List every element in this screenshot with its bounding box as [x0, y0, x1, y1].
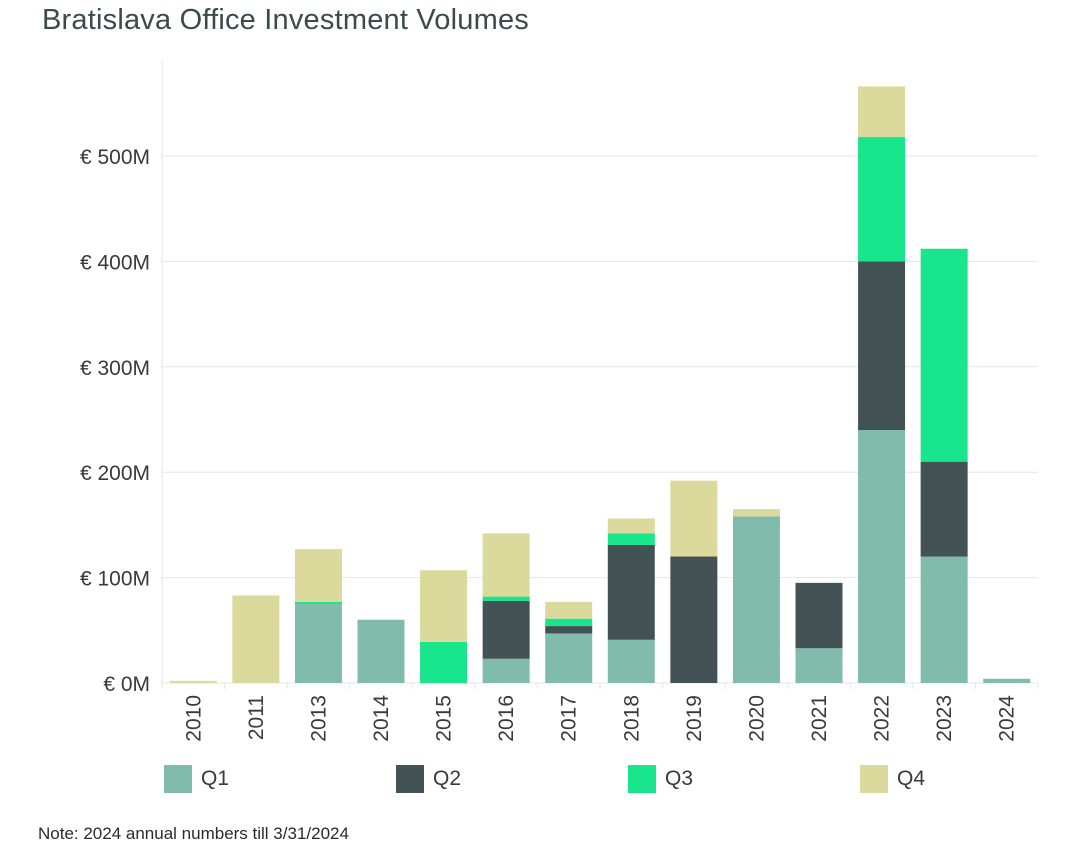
chart-area: € 0M€ 100M€ 200M€ 300M€ 400M€ 500M 2010 2…: [80, 60, 1039, 742]
bar-2022-q2: [858, 261, 906, 431]
y-tick-label: € 500M: [80, 146, 150, 169]
legend-label: Q4: [897, 767, 926, 790]
legend-item-q4: Q4: [860, 765, 925, 793]
x-tick-label: 2015: [433, 695, 456, 742]
x-tick-label: 2024: [996, 695, 1019, 742]
bar-2024-q1: [983, 678, 1031, 683]
bar-2017-q2: [545, 626, 593, 634]
bar-2017-q3: [545, 618, 593, 627]
x-tick-label: 2013: [307, 695, 330, 742]
y-tick-label: € 300M: [80, 357, 150, 380]
bar-2023-q2: [920, 461, 968, 557]
x-tick-label: 2020: [745, 695, 768, 742]
bar-2014-q1: [357, 619, 405, 683]
bar-2022-q1: [858, 430, 906, 683]
x-tick-label: 2017: [558, 695, 581, 742]
y-tick-label: € 0M: [103, 673, 150, 696]
bar-2016-q1: [482, 658, 530, 683]
x-tick-label: 2011: [245, 695, 268, 740]
bar-2017-q1: [545, 633, 593, 683]
x-tick-label: 2016: [495, 695, 518, 742]
x-tick-label: 2014: [370, 695, 393, 742]
bar-2019-q4: [670, 480, 718, 557]
bar-2019-q2: [670, 556, 718, 683]
x-tick-label: 2021: [808, 695, 831, 742]
y-tick-label: € 100M: [80, 568, 150, 591]
bar-2020-q4: [732, 509, 780, 517]
y-axis-ticks: € 0M € 100M € 200M € 300M € 400M € 500M: [80, 146, 150, 696]
legend: Q1 Q2 Q3 Q4: [0, 765, 1080, 797]
bar-2015-q4: [420, 570, 468, 642]
bar-2020-q1: [732, 516, 780, 683]
y-tick-label: € 200M: [80, 462, 150, 485]
x-axis-ticks: 2010 2011 2013 2014 2015 2016 2017 2018 2019 2020…: [161, 683, 1039, 742]
bar-2018-q3: [607, 533, 655, 545]
bar-2017-q4: [545, 601, 593, 619]
bar-2013-q3: [294, 601, 342, 604]
bar-2013-q4: [294, 549, 342, 602]
legend-label: Q2: [433, 767, 462, 790]
legend-swatch: [860, 765, 888, 793]
y-tick-label: € 400M: [80, 251, 150, 274]
bar-2013-q1: [294, 603, 342, 683]
bar-2018-q2: [607, 544, 655, 640]
x-tick-label: 2022: [871, 695, 894, 742]
bar-2011-q4: [232, 595, 280, 683]
gridlines: [161, 60, 1038, 684]
bar-2010-q4: [169, 680, 217, 683]
bar-2016-q4: [482, 533, 530, 597]
bar-2015-q3: [420, 641, 468, 683]
legend-item-q2: Q2: [396, 765, 461, 793]
legend-label: Q3: [665, 767, 694, 790]
x-tick-label: 2018: [620, 695, 643, 742]
bar-2023-q3: [920, 248, 968, 462]
x-tick-label: 2010: [182, 695, 205, 742]
bar-2018-q1: [607, 639, 655, 683]
bar-2023-q1: [920, 556, 968, 683]
x-tick-label: 2019: [683, 695, 706, 742]
legend-item-q3: Q3: [628, 765, 693, 793]
legend-swatch: [628, 765, 656, 793]
bar-2021-q2: [795, 582, 843, 649]
chart-title: Bratislava Office Investment Volumes: [42, 4, 529, 36]
bars: [169, 86, 1031, 683]
bar-2022-q3: [858, 137, 906, 262]
x-tick-label: 2023: [933, 695, 956, 742]
bar-2016-q3: [482, 596, 530, 601]
legend-item-q1: Q1: [164, 765, 229, 793]
bar-2016-q2: [482, 600, 530, 659]
legend-swatch: [164, 765, 192, 793]
bar-2022-q4: [858, 86, 906, 138]
legend-label: Q1: [201, 767, 230, 790]
bar-2018-q4: [607, 518, 655, 534]
bar-2021-q1: [795, 648, 843, 683]
footnote: Note: 2024 annual numbers till 3/31/2024: [38, 824, 349, 843]
legend-swatch: [396, 765, 424, 793]
